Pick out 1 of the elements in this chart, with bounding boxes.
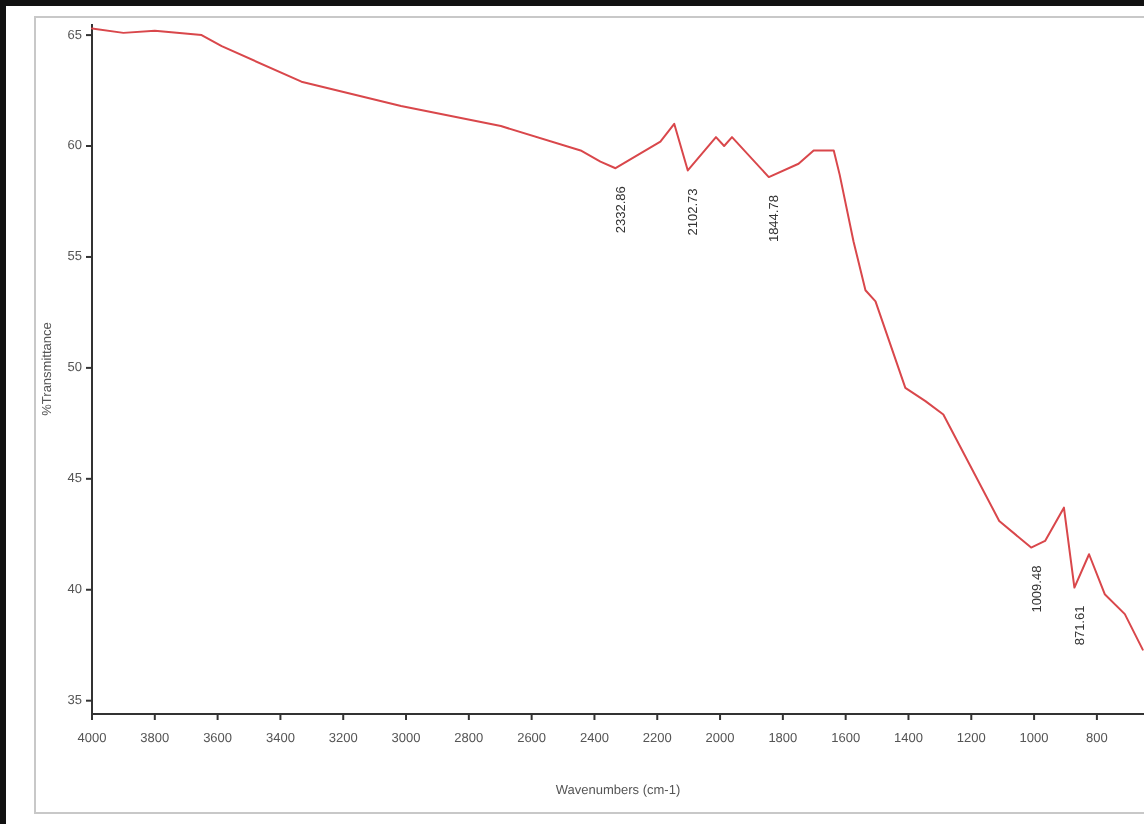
- line-series: [91, 27, 1144, 651]
